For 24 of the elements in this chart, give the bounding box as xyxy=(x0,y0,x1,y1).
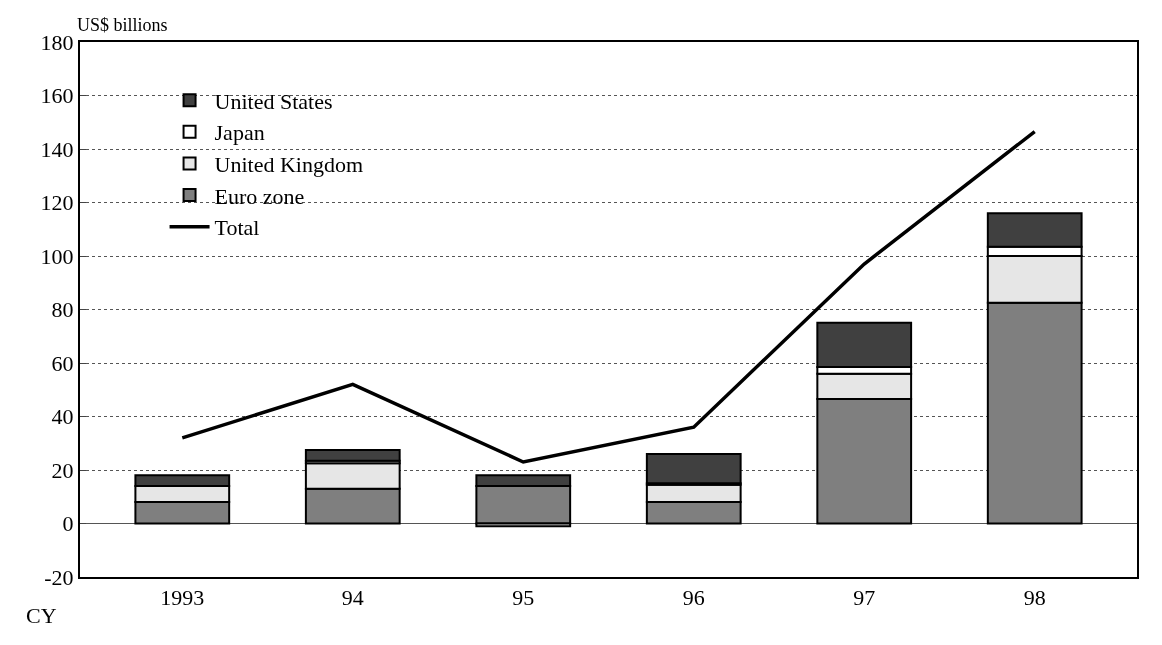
x-tick-label: 96 xyxy=(682,585,705,611)
y-tick-label: 80 xyxy=(51,297,74,323)
legend-label: Japan xyxy=(214,120,265,146)
legend-label: United Kingdom xyxy=(214,152,364,178)
y-tick-label: 0 xyxy=(62,511,74,537)
x-tick-label: 95 xyxy=(512,585,535,611)
x-tick-label: 94 xyxy=(341,585,364,611)
x-tick-label: 97 xyxy=(853,585,876,611)
y-tick-label: 120 xyxy=(40,190,74,216)
y-tick-label: 20 xyxy=(51,457,74,483)
x-axis-title: CY xyxy=(26,603,57,628)
y-tick-label: 180 xyxy=(40,29,74,55)
y-axis-title: US$ billions xyxy=(77,15,168,35)
y-tick-label: 160 xyxy=(40,83,74,109)
x-tick-label: 1993 xyxy=(160,585,205,611)
y-tick-label: 60 xyxy=(51,350,74,376)
legend-label: Euro zone xyxy=(214,183,305,209)
y-tick-label: 140 xyxy=(40,136,74,162)
legend-label: United States xyxy=(214,88,333,114)
legend-label: Total xyxy=(214,215,260,241)
x-tick-label: 98 xyxy=(1023,585,1046,611)
y-tick-label: -20 xyxy=(44,564,74,590)
y-tick-label: 100 xyxy=(40,243,74,269)
y-tick-label: 40 xyxy=(51,404,74,430)
